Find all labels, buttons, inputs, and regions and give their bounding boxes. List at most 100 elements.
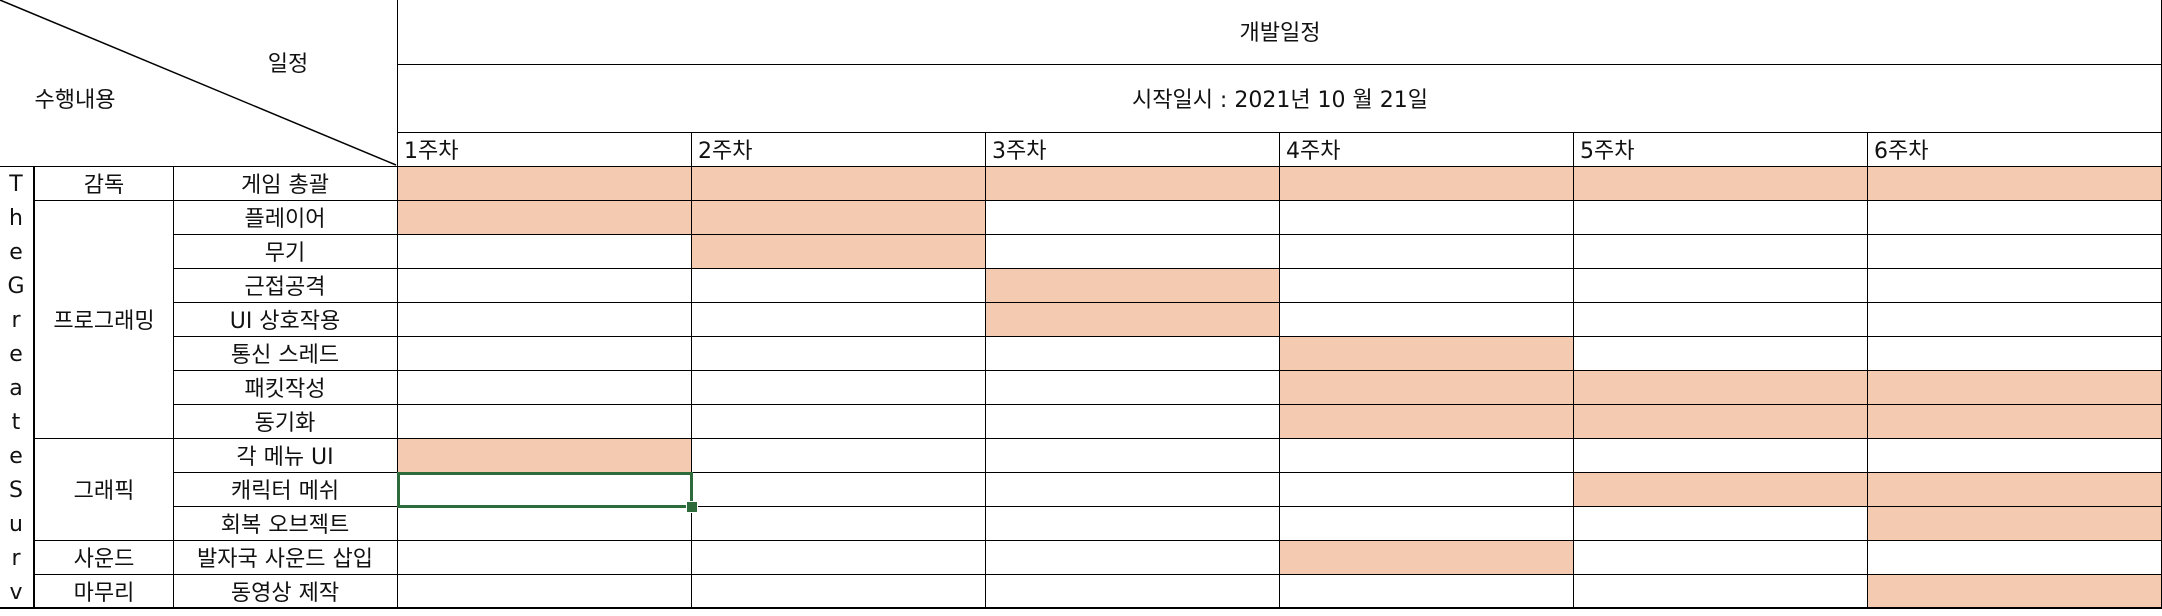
schedule-cell-filled[interactable]	[986, 269, 1280, 303]
schedule-cell[interactable]	[1280, 201, 1574, 235]
schedule-cell[interactable]	[1280, 473, 1574, 507]
selected-cell-outline[interactable]	[397, 472, 693, 508]
schedule-cell-filled[interactable]	[398, 439, 692, 473]
schedule-cell[interactable]	[986, 439, 1280, 473]
schedule-cell-filled[interactable]	[1868, 473, 2162, 507]
task-name-cell[interactable]: 플레이어	[174, 201, 398, 235]
schedule-cell[interactable]	[986, 507, 1280, 541]
project-name-letter-cell[interactable]: e	[0, 439, 34, 473]
schedule-cell-filled[interactable]	[1868, 405, 2162, 439]
schedule-cell[interactable]	[398, 303, 692, 337]
schedule-cell[interactable]	[692, 371, 986, 405]
schedule-cell-filled[interactable]	[1868, 507, 2162, 541]
week-header-cell[interactable]: 5주차	[1574, 133, 1868, 167]
fill-handle[interactable]	[686, 501, 698, 513]
schedule-cell[interactable]	[986, 575, 1280, 609]
group-cell[interactable]: 감독	[34, 167, 174, 201]
project-name-letter-cell[interactable]: e	[0, 337, 34, 371]
schedule-cell[interactable]	[692, 439, 986, 473]
task-name-cell[interactable]: 동영상 제작	[174, 575, 398, 609]
schedule-cell-filled[interactable]	[1574, 405, 1868, 439]
schedule-cell[interactable]	[692, 575, 986, 609]
schedule-cell[interactable]	[398, 405, 692, 439]
project-name-letter-cell[interactable]: r	[0, 303, 34, 337]
project-name-letter-cell[interactable]: T	[0, 167, 34, 201]
schedule-cell-filled[interactable]	[1574, 473, 1868, 507]
schedule-cell[interactable]	[398, 507, 692, 541]
schedule-cell[interactable]	[1574, 575, 1868, 609]
schedule-cell-filled[interactable]	[398, 167, 692, 201]
schedule-cell-filled[interactable]	[1280, 337, 1574, 371]
schedule-cell[interactable]	[986, 201, 1280, 235]
schedule-cell[interactable]	[986, 235, 1280, 269]
schedule-cell[interactable]	[692, 303, 986, 337]
task-name-cell[interactable]: UI 상호작용	[174, 303, 398, 337]
schedule-cell[interactable]	[692, 541, 986, 575]
schedule-cell[interactable]	[1574, 269, 1868, 303]
week-header-cell[interactable]: 4주차	[1280, 133, 1574, 167]
schedule-cell[interactable]	[1574, 337, 1868, 371]
schedule-cell-filled[interactable]	[1574, 371, 1868, 405]
project-name-letter-cell[interactable]: S	[0, 473, 34, 507]
project-name-letter-cell[interactable]: r	[0, 541, 34, 575]
schedule-cell[interactable]	[1574, 201, 1868, 235]
schedule-cell[interactable]	[692, 405, 986, 439]
schedule-cell-filled[interactable]	[692, 235, 986, 269]
task-name-cell[interactable]: 무기	[174, 235, 398, 269]
task-name-cell[interactable]: 동기화	[174, 405, 398, 439]
project-name-letter-cell[interactable]: t	[0, 405, 34, 439]
week-header-cell[interactable]: 2주차	[692, 133, 986, 167]
project-name-letter-cell[interactable]: u	[0, 507, 34, 541]
schedule-cell[interactable]	[1868, 337, 2162, 371]
schedule-cell[interactable]	[692, 337, 986, 371]
project-name-letter-cell[interactable]: a	[0, 371, 34, 405]
group-cell[interactable]: 그래픽	[34, 439, 174, 541]
schedule-cell-filled[interactable]	[1868, 575, 2162, 609]
schedule-cell-filled[interactable]	[692, 167, 986, 201]
schedule-cell[interactable]	[1280, 303, 1574, 337]
schedule-cell[interactable]	[1574, 507, 1868, 541]
schedule-cell[interactable]	[1868, 201, 2162, 235]
schedule-cell-filled[interactable]	[1280, 371, 1574, 405]
schedule-cell[interactable]	[1574, 439, 1868, 473]
schedule-cell[interactable]	[1280, 507, 1574, 541]
project-name-letter-cell[interactable]: h	[0, 201, 34, 235]
schedule-cell[interactable]	[1574, 303, 1868, 337]
schedule-cell[interactable]	[1868, 439, 2162, 473]
task-name-cell[interactable]: 각 메뉴 UI	[174, 439, 398, 473]
schedule-cell[interactable]	[398, 575, 692, 609]
schedule-cell[interactable]	[692, 473, 986, 507]
schedule-cell-filled[interactable]	[1280, 541, 1574, 575]
schedule-cell[interactable]	[986, 541, 1280, 575]
task-name-cell[interactable]: 게임 총괄	[174, 167, 398, 201]
schedule-cell[interactable]	[398, 541, 692, 575]
project-name-letter-cell[interactable]: G	[0, 269, 34, 303]
title-cell[interactable]: 개발일정	[398, 0, 2162, 65]
schedule-cell-filled[interactable]	[1280, 167, 1574, 201]
schedule-cell-filled[interactable]	[398, 201, 692, 235]
schedule-cell[interactable]	[398, 269, 692, 303]
week-header-cell[interactable]: 1주차	[398, 133, 692, 167]
schedule-cell[interactable]	[1574, 541, 1868, 575]
week-header-cell[interactable]: 6주차	[1868, 133, 2162, 167]
schedule-cell-filled[interactable]	[692, 201, 986, 235]
schedule-cell[interactable]	[692, 507, 986, 541]
schedule-cell[interactable]	[1280, 235, 1574, 269]
schedule-cell[interactable]	[1280, 439, 1574, 473]
schedule-cell-filled[interactable]	[1868, 167, 2162, 201]
corner-header-cell[interactable]: 일정 수행내용	[0, 0, 398, 167]
project-name-letter-cell[interactable]: e	[0, 235, 34, 269]
schedule-cell[interactable]	[1868, 303, 2162, 337]
schedule-cell[interactable]	[986, 337, 1280, 371]
schedule-cell[interactable]	[1280, 575, 1574, 609]
project-name-letter-cell[interactable]: v	[0, 575, 34, 609]
schedule-cell[interactable]	[1280, 269, 1574, 303]
schedule-cell[interactable]	[1868, 541, 2162, 575]
schedule-cell-filled[interactable]	[1280, 405, 1574, 439]
schedule-cell[interactable]	[1868, 235, 2162, 269]
group-cell[interactable]: 마무리	[34, 575, 174, 609]
schedule-cell[interactable]	[986, 473, 1280, 507]
schedule-cell[interactable]	[398, 235, 692, 269]
task-name-cell[interactable]: 근접공격	[174, 269, 398, 303]
task-name-cell[interactable]: 패킷작성	[174, 371, 398, 405]
